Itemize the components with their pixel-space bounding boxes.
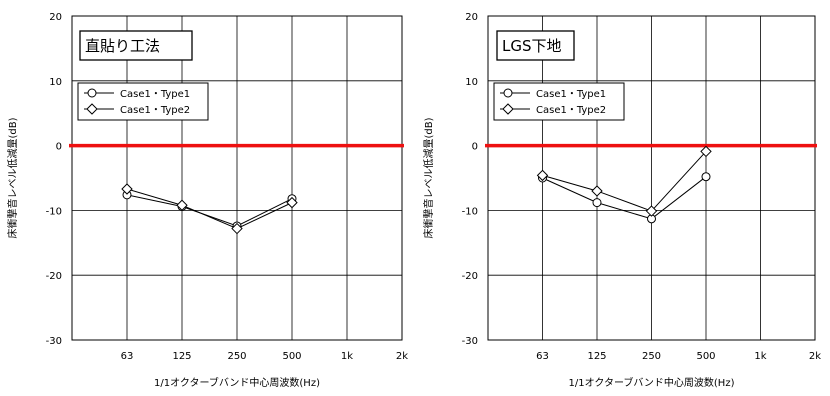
series-line (542, 151, 707, 212)
y-tick-label: 20 (465, 12, 478, 23)
diamond-marker (176, 199, 188, 211)
y-tick-label: 0 (472, 142, 478, 153)
series-line (542, 176, 707, 220)
x-tick-label: 1k (754, 351, 766, 362)
legend-label: Case1・Type2 (536, 105, 606, 116)
chart-title: 直貼り工法 (85, 37, 160, 55)
chart-title: LGS下地 (502, 37, 562, 55)
circle-marker (701, 172, 711, 182)
series-2 (121, 183, 298, 235)
series-line (126, 188, 293, 230)
diamond-marker (502, 103, 514, 115)
circle-marker (592, 198, 602, 208)
y-tick-label: 10 (49, 77, 62, 88)
x-tick-label: 2k (396, 351, 408, 362)
diamond-marker (86, 103, 98, 115)
diamond-marker (286, 196, 298, 209)
x-axis-title: 1/1オクターブバンド中心周波数(Hz) (154, 376, 320, 389)
y-tick-label: 20 (49, 12, 62, 23)
legend-label: Case1・Type2 (120, 105, 190, 116)
y-tick-label: -30 (46, 336, 62, 347)
diamond-marker (121, 183, 133, 195)
legend-box (493, 82, 625, 121)
x-tick-label: 63 (536, 351, 549, 362)
diamond-marker (231, 222, 243, 235)
legend-box (77, 82, 209, 121)
y-axis-title: 床衝撃音レベル低減量(dB) (422, 117, 435, 238)
x-tick-label: 500 (282, 351, 301, 362)
y-tick-label: -10 (46, 206, 62, 217)
x-tick-label: 125 (587, 351, 606, 362)
chart-title-box (496, 30, 575, 61)
x-tick-label: 500 (696, 351, 715, 362)
y-tick-label: -30 (462, 336, 478, 347)
series-line (126, 194, 293, 227)
x-tick-label: 125 (172, 351, 191, 362)
y-tick-label: -20 (462, 271, 478, 282)
circle-marker (87, 88, 97, 98)
x-tick-label: 1k (341, 351, 353, 362)
series-2 (536, 145, 712, 217)
chart-title-box (79, 30, 193, 61)
chart-panel-1: 20 10 0 -10 -20 -30 63 125 250 500 1k 2k 1/1オクターブバンド… (6, 12, 408, 389)
diamond-marker (536, 169, 549, 182)
diamond-marker (645, 205, 658, 217)
y-tick-label: 0 (56, 142, 62, 153)
diamond-marker (700, 145, 712, 158)
y-tick-label: -10 (462, 206, 478, 217)
circle-marker (503, 88, 513, 98)
y-tick-label: -20 (46, 271, 62, 282)
x-tick-label: 250 (642, 351, 661, 362)
legend-label: Case1・Type1 (120, 89, 190, 100)
x-tick-label: 63 (121, 351, 134, 362)
chart-panel-2: 20 10 0 -10 -20 -30 63 125 250 500 1k 2k 1/1オクターブバンド… (422, 12, 821, 389)
legend-label: Case1・Type1 (536, 89, 606, 100)
x-tick-label: 250 (227, 351, 246, 362)
x-axis-title: 1/1オクターブバンド中心周波数(Hz) (569, 376, 735, 389)
y-tick-label: 10 (465, 77, 478, 88)
diamond-marker (591, 185, 603, 197)
x-tick-label: 2k (809, 351, 821, 362)
y-axis-title: 床衝撃音レベル低減量(dB) (6, 117, 19, 238)
